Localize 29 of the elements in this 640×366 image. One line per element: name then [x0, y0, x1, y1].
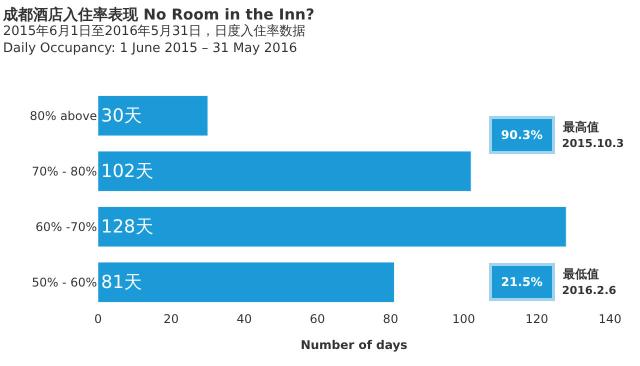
data-label: 81天	[101, 272, 142, 293]
y-tick-label: 60% -70%	[36, 220, 97, 234]
bar	[98, 262, 394, 302]
x-tick-label: 40	[236, 312, 252, 326]
annotation: 21.5%	[501, 275, 543, 289]
y-tick-label: 50% - 60%	[32, 275, 97, 290]
annotation: 90.3%	[501, 128, 543, 142]
x-tick-label: 80	[382, 312, 398, 326]
x-tick-label: 20	[164, 312, 179, 326]
x-axis-title: Number of days	[300, 338, 408, 352]
x-tick-label: 60	[310, 312, 326, 326]
data-label: 30天	[101, 105, 142, 126]
data-label: 128天	[101, 216, 154, 238]
bar	[98, 96, 208, 136]
annotation: 2016.2.6	[562, 284, 617, 297]
y-tick-label: 70% - 80%	[32, 164, 97, 178]
x-tick-label: 100	[452, 312, 476, 326]
bar	[98, 151, 472, 192]
chart-title: 成都酒店入住率表现 No Room in the Inn?	[2, 6, 314, 24]
annotation: 最高值	[562, 120, 599, 134]
annotation: 2015.10.3	[562, 137, 624, 150]
data-label: 102天	[101, 160, 154, 182]
x-tick-label: 120	[525, 312, 548, 326]
y-tick-label: 80% above	[30, 108, 97, 123]
bar	[98, 206, 566, 247]
chart-subtitle: 2015年6月1日至2016年5月31日，日度入住率数据 Daily Occupancy: 1 June 2015 – 31 May 2016	[3, 23, 306, 56]
x-tick-label: 0	[94, 312, 102, 326]
annotation: 最低值	[562, 267, 599, 281]
x-tick-label: 140	[598, 312, 622, 326]
